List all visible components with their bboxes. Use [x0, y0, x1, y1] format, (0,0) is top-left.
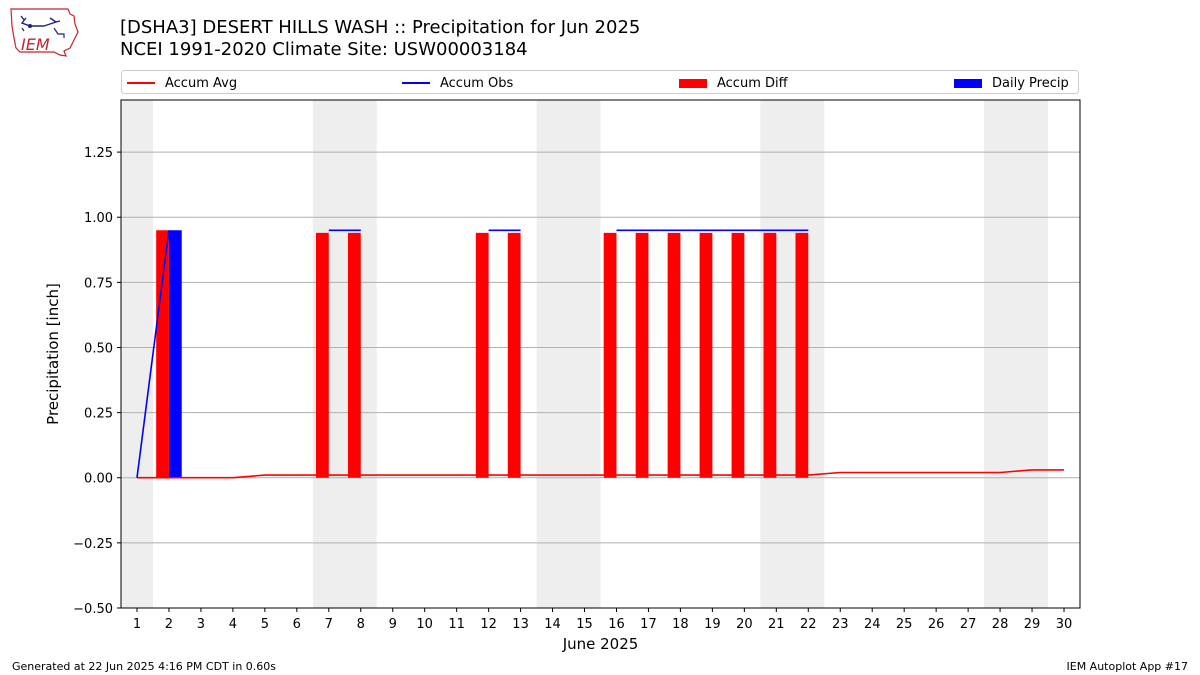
x-tick-label: 1 — [133, 617, 141, 632]
x-tick-label: 7 — [325, 617, 333, 632]
chart-subtitle: NCEI 1991-2020 Climate Site: USW00003184 — [120, 39, 528, 60]
y-tick-label: 0.00 — [84, 472, 113, 487]
accum-diff-bar-18 — [667, 232, 681, 478]
accum-diff-bar-13 — [507, 232, 521, 478]
legend-swatch-accum-obs — [402, 82, 430, 84]
x-tick-label: 2 — [165, 617, 173, 632]
legend-label-accum-avg: Accum Avg — [165, 75, 238, 91]
chart-title: [DSHA3] DESERT HILLS WASH :: Precipitati… — [120, 17, 641, 38]
x-tick-label: 27 — [960, 617, 977, 632]
y-tick-label: −0.25 — [73, 537, 113, 552]
x-tick-label: 5 — [261, 617, 269, 632]
accum-diff-bar-21 — [763, 232, 777, 478]
x-tick-label: 15 — [576, 617, 593, 632]
accum-diff-bar-19 — [699, 232, 713, 478]
x-tick-label: 23 — [832, 617, 849, 632]
accum-diff-bar-17 — [635, 232, 649, 478]
x-tick-label: 12 — [480, 617, 497, 632]
legend-item-accum-obs: Accum Obs — [402, 74, 513, 92]
svg-text:IEM: IEM — [21, 35, 50, 54]
y-tick-label: 1.25 — [84, 146, 113, 161]
accum-obs-line — [136, 230, 170, 478]
x-tick-label: 30 — [1056, 617, 1073, 632]
x-tick-label: 28 — [992, 617, 1009, 632]
x-tick-label: 8 — [357, 617, 365, 632]
x-tick-label: 19 — [704, 617, 721, 632]
axis-ticks: −0.50−0.250.000.250.500.751.001.251 2 3 4 5 6… — [73, 146, 1072, 632]
x-tick-label: 10 — [416, 617, 433, 632]
x-axis-label: June 2025 — [562, 635, 639, 653]
x-tick-label: 14 — [544, 617, 561, 632]
legend-label-accum-diff: Accum Diff — [717, 75, 788, 91]
weekend-band-29 — [1016, 100, 1049, 608]
weekend-band-14 — [536, 100, 569, 608]
accum-avg-line — [137, 469, 1064, 479]
x-tick-label: 25 — [896, 617, 913, 632]
accum-diff-bar-2 — [156, 230, 169, 478]
x-tick-label: 13 — [512, 617, 529, 632]
x-tick-label: 26 — [928, 617, 945, 632]
accum-diff-bar-16 — [603, 232, 617, 478]
legend-swatch-accum-diff — [679, 78, 707, 88]
y-tick-label: 0.25 — [84, 407, 113, 422]
series-lines — [136, 229, 1064, 479]
y-tick-label: 1.00 — [84, 211, 113, 226]
iem-logo: IEM — [10, 8, 79, 57]
legend-item-accum-diff: Accum Diff — [679, 74, 788, 92]
weekend-band-1 — [121, 100, 153, 608]
weekend-shading — [121, 100, 1049, 608]
legend-item-daily-precip: Daily Precip — [954, 74, 1069, 92]
plot-frame — [120, 99, 1081, 609]
generated-timestamp: Generated at 22 Jun 2025 4:16 PM CDT in … — [12, 660, 277, 673]
x-tick-label: 17 — [640, 617, 657, 632]
x-tick-label: 3 — [197, 617, 205, 632]
legend-swatch-daily-precip — [954, 78, 982, 88]
legend-label-daily-precip: Daily Precip — [992, 75, 1069, 91]
x-tick-label: 29 — [1024, 617, 1041, 632]
x-tick-label: 18 — [672, 617, 689, 632]
bars — [156, 230, 809, 478]
accum-diff-bar-22 — [795, 232, 809, 478]
x-tick-label: 16 — [608, 617, 625, 632]
legend: Accum Avg Accum Obs Accum Diff Daily Pre… — [121, 70, 1079, 94]
y-axis-label: Precipitation [inch] — [44, 283, 62, 425]
x-tick-label: 21 — [768, 617, 785, 632]
accum-diff-bar-8 — [347, 232, 361, 478]
x-tick-label: 22 — [800, 617, 817, 632]
y-tick-label: −0.50 — [73, 602, 113, 617]
legend-label-accum-obs: Accum Obs — [440, 75, 514, 91]
x-tick-label: 24 — [864, 617, 881, 632]
y-tick-label: 0.75 — [84, 276, 113, 291]
accum-diff-bar-7 — [315, 232, 329, 478]
legend-swatch-accum-avg — [127, 82, 155, 84]
weekend-band-28 — [984, 100, 1017, 608]
x-tick-label: 11 — [448, 617, 465, 632]
y-tick-label: 0.50 — [84, 341, 113, 356]
weekend-band-15 — [568, 100, 601, 608]
daily-precip-bar-2 — [168, 230, 182, 478]
legend-item-accum-avg: Accum Avg — [127, 74, 237, 92]
x-tick-label: 4 — [229, 617, 237, 632]
app-credit: IEM Autoplot App #17 — [1066, 660, 1189, 673]
accum-diff-bar-20 — [731, 232, 745, 478]
x-tick-label: 6 — [293, 617, 301, 632]
accum-diff-bar-12 — [475, 232, 489, 478]
x-tick-label: 9 — [389, 617, 397, 632]
x-tick-label: 20 — [736, 617, 753, 632]
